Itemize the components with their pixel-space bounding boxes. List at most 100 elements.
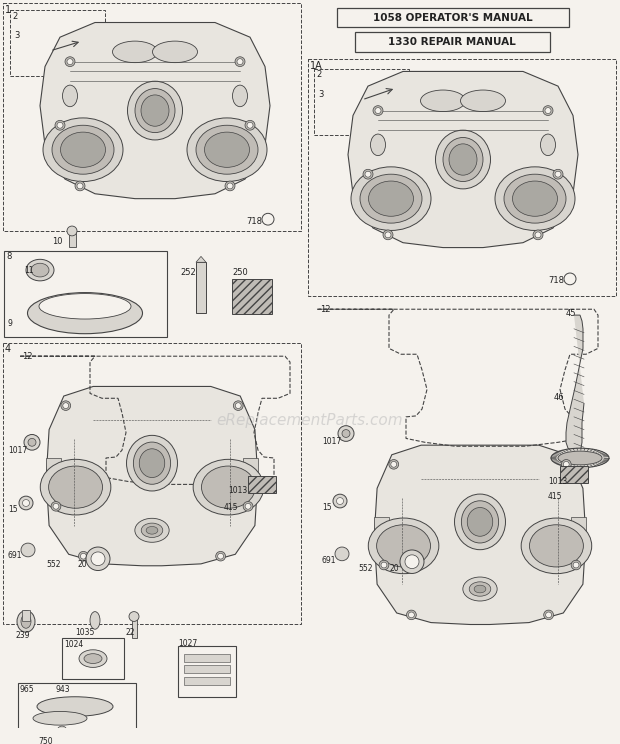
Text: 1027: 1027 (178, 639, 197, 648)
Bar (22, 609, 30, 621)
Circle shape (262, 214, 274, 225)
Bar (196, 263, 206, 313)
Polygon shape (348, 71, 578, 248)
Polygon shape (374, 445, 586, 624)
Bar (248, 475, 276, 493)
Circle shape (571, 560, 581, 570)
Circle shape (383, 230, 393, 240)
Ellipse shape (461, 90, 505, 112)
Circle shape (77, 183, 83, 189)
Ellipse shape (17, 611, 35, 632)
Circle shape (22, 499, 30, 507)
Circle shape (533, 230, 543, 240)
Text: 415: 415 (224, 503, 239, 512)
Ellipse shape (187, 118, 267, 182)
Circle shape (553, 170, 563, 179)
Text: 250: 250 (232, 268, 248, 277)
Ellipse shape (202, 466, 255, 508)
Circle shape (235, 57, 245, 66)
Text: 3: 3 (14, 31, 19, 40)
Ellipse shape (153, 41, 198, 62)
Circle shape (216, 551, 226, 561)
Text: 718: 718 (548, 276, 564, 285)
Text: 1013: 1013 (548, 477, 567, 486)
Text: 15: 15 (8, 505, 17, 514)
Circle shape (243, 501, 253, 511)
Ellipse shape (84, 654, 102, 664)
Circle shape (333, 494, 347, 508)
Text: 691: 691 (322, 556, 337, 565)
Circle shape (409, 612, 414, 618)
Bar (308, 59, 616, 295)
Text: 718: 718 (246, 217, 262, 226)
Polygon shape (46, 386, 258, 565)
Bar (58, 731, 66, 743)
Bar (69, 232, 76, 246)
Circle shape (51, 501, 61, 511)
Circle shape (543, 106, 553, 115)
Circle shape (79, 551, 88, 561)
Circle shape (57, 726, 67, 736)
Ellipse shape (27, 292, 143, 334)
Text: 1024: 1024 (64, 640, 83, 649)
Ellipse shape (63, 85, 78, 106)
Ellipse shape (40, 459, 111, 515)
Circle shape (405, 555, 419, 568)
Circle shape (19, 496, 33, 510)
Bar (571, 517, 586, 546)
Text: 1330 REPAIR MANUAL: 1330 REPAIR MANUAL (388, 37, 516, 47)
Circle shape (225, 181, 235, 190)
Ellipse shape (52, 125, 114, 174)
Circle shape (338, 426, 354, 441)
Ellipse shape (90, 612, 100, 629)
Circle shape (227, 183, 233, 189)
Circle shape (67, 59, 73, 65)
Bar (355, 32, 550, 52)
Circle shape (391, 461, 397, 467)
Ellipse shape (48, 466, 102, 508)
Text: 2: 2 (12, 12, 17, 21)
Circle shape (545, 108, 551, 114)
Text: 8: 8 (6, 252, 11, 261)
Ellipse shape (232, 85, 247, 106)
Text: 552: 552 (358, 564, 373, 573)
Circle shape (24, 434, 40, 450)
Circle shape (237, 59, 243, 65)
Ellipse shape (141, 95, 169, 126)
Text: 415: 415 (548, 493, 562, 501)
Circle shape (61, 401, 71, 411)
Text: 1017: 1017 (8, 446, 27, 455)
Text: 1: 1 (5, 5, 11, 15)
Circle shape (407, 610, 416, 620)
Ellipse shape (467, 507, 493, 536)
Text: 750: 750 (38, 737, 53, 744)
Circle shape (75, 181, 85, 190)
Circle shape (236, 403, 241, 408)
Text: 10: 10 (52, 237, 63, 246)
Circle shape (129, 612, 139, 621)
Circle shape (218, 554, 224, 559)
Ellipse shape (513, 181, 557, 217)
Polygon shape (566, 315, 584, 452)
Circle shape (342, 429, 350, 437)
Bar (4, 251, 167, 336)
Circle shape (65, 57, 75, 66)
Bar (374, 517, 389, 546)
Circle shape (381, 562, 387, 568)
Ellipse shape (141, 523, 163, 537)
Circle shape (379, 560, 389, 570)
Text: 4: 4 (5, 344, 11, 354)
Circle shape (67, 226, 77, 236)
Text: 943: 943 (55, 685, 69, 694)
Ellipse shape (541, 134, 556, 155)
Ellipse shape (193, 459, 264, 515)
Circle shape (555, 171, 561, 177)
Ellipse shape (31, 263, 49, 277)
Circle shape (55, 121, 65, 130)
Ellipse shape (368, 518, 439, 574)
Text: 20: 20 (390, 564, 400, 573)
Ellipse shape (474, 586, 486, 593)
Ellipse shape (469, 582, 491, 596)
Ellipse shape (360, 174, 422, 223)
Ellipse shape (529, 525, 583, 567)
